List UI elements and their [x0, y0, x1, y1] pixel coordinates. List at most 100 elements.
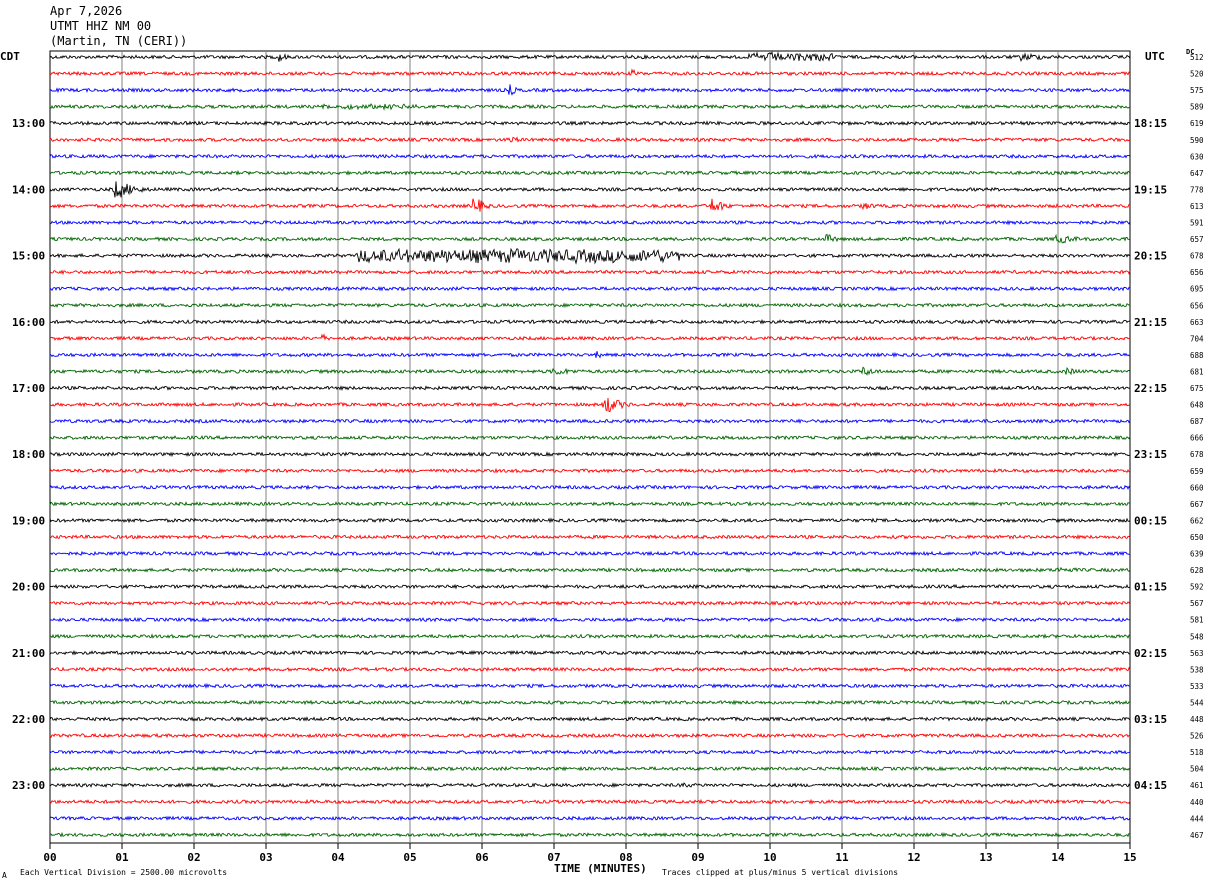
x-tick-label: 15	[1123, 851, 1136, 864]
seismic-trace	[49, 219, 1131, 226]
left-hour-label: 14:00	[12, 183, 45, 196]
seismic-trace	[49, 233, 1131, 244]
seismic-trace	[49, 51, 1131, 62]
header-location: (Martin, TN (CERI))	[50, 34, 188, 48]
x-tick-label: 09	[691, 851, 704, 864]
seismic-trace	[49, 169, 1131, 176]
x-tick-label: 14	[1051, 851, 1065, 864]
clip-note: Traces clipped at plus/minus 5 vertical …	[662, 868, 899, 877]
seismic-trace	[49, 120, 1131, 127]
dc-offset-label: 639	[1190, 550, 1204, 559]
left-hour-label: 18:00	[12, 448, 45, 461]
dc-offset-label: 662	[1190, 516, 1204, 525]
dc-offset-label: 628	[1190, 566, 1204, 575]
seismic-trace	[49, 798, 1131, 805]
x-tick-label: 04	[331, 851, 345, 864]
right-hour-label: 18:15	[1134, 117, 1167, 130]
seismic-trace	[49, 198, 1131, 212]
seismic-trace	[49, 68, 1131, 77]
dc-offset-label: 533	[1190, 682, 1204, 691]
seismic-trace	[49, 181, 1131, 198]
seismic-trace	[49, 434, 1131, 441]
seismic-trace	[49, 484, 1131, 491]
corner-mark: A	[2, 871, 7, 880]
dc-offset-label: 613	[1190, 202, 1204, 211]
x-tick-label: 10	[763, 851, 776, 864]
seismic-trace	[49, 550, 1131, 557]
right-hour-label: 20:15	[1134, 250, 1167, 263]
dc-offset-label: 526	[1190, 732, 1204, 741]
dc-offset-label: 663	[1190, 318, 1204, 327]
dc-offset-label: 590	[1190, 136, 1204, 145]
dc-offset-label: 778	[1190, 185, 1204, 194]
scale-note: Each Vertical Division = 2500.00 microvo…	[20, 868, 228, 877]
seismic-trace	[49, 385, 1131, 391]
dc-offset-label: 544	[1190, 698, 1204, 707]
dc-offset-label: 581	[1190, 616, 1204, 625]
left-hour-label: 17:00	[12, 382, 45, 395]
right-hour-label: 22:15	[1134, 382, 1167, 395]
right-timezone-label: UTC	[1145, 50, 1165, 63]
seismic-trace	[49, 732, 1130, 739]
dc-offset-label: 688	[1190, 351, 1204, 360]
seismic-trace	[49, 500, 1131, 507]
left-timezone-label: CDT	[0, 50, 20, 63]
dc-offset-label: 704	[1190, 334, 1204, 343]
seismic-trace	[49, 699, 1131, 706]
dc-offset-label: 444	[1190, 814, 1204, 823]
seismic-trace	[49, 600, 1131, 607]
dc-offset-label: 548	[1190, 632, 1204, 641]
dc-offset-label: 678	[1190, 450, 1204, 459]
seismic-trace	[49, 285, 1131, 292]
seismic-trace	[49, 418, 1131, 424]
right-hour-label: 02:15	[1134, 647, 1167, 660]
dc-offset-label: 589	[1190, 103, 1204, 112]
dc-offset-label: 592	[1190, 583, 1204, 592]
x-tick-label: 07	[547, 851, 560, 864]
seismic-trace	[49, 136, 1131, 143]
right-hour-label: 23:15	[1134, 448, 1167, 461]
seismic-trace	[49, 716, 1131, 723]
dc-offset-label: 695	[1190, 285, 1204, 294]
seismic-trace	[49, 153, 1131, 160]
dc-offset-label: 667	[1190, 500, 1204, 509]
dc-offset-label: 647	[1190, 169, 1204, 178]
seismic-trace	[49, 666, 1131, 673]
seismic-trace	[50, 318, 1131, 325]
dc-offset-label: 656	[1190, 268, 1204, 277]
dc-offset-label: 660	[1190, 483, 1204, 492]
x-tick-label: 13	[979, 851, 992, 864]
seismic-trace	[49, 269, 1131, 276]
seismic-trace	[49, 247, 1131, 265]
x-tick-label: 06	[475, 851, 489, 864]
right-hour-label: 04:15	[1134, 779, 1167, 792]
dc-offset-label: 467	[1190, 831, 1204, 840]
x-tick-label: 02	[187, 851, 200, 864]
right-hour-label: 03:15	[1134, 713, 1167, 726]
seismic-trace	[49, 831, 1131, 838]
right-hour-label: 00:15	[1134, 514, 1167, 527]
dc-offset-label: 520	[1190, 70, 1204, 79]
seismic-trace	[49, 583, 1130, 590]
seismic-trace	[49, 84, 1131, 96]
dc-offset-label: 657	[1190, 235, 1204, 244]
seismic-trace	[49, 649, 1131, 656]
seismic-trace	[49, 517, 1131, 524]
left-hour-label: 13:00	[12, 117, 45, 130]
seismic-trace	[49, 397, 1131, 413]
seismic-trace	[49, 616, 1131, 623]
dc-offset-label: 630	[1190, 152, 1204, 161]
seismic-trace	[49, 566, 1131, 574]
dc-offset-label: 650	[1190, 533, 1204, 542]
x-tick-label: 12	[907, 851, 920, 864]
dc-offset-label: 512	[1190, 53, 1204, 62]
seismic-trace	[49, 765, 1131, 772]
seismic-trace	[49, 451, 1130, 458]
seismic-trace	[49, 302, 1131, 309]
left-hour-label: 15:00	[12, 250, 45, 263]
dc-offset-label: 687	[1190, 417, 1204, 426]
dc-offset-label: 666	[1190, 434, 1204, 443]
dc-offset-label: 440	[1190, 798, 1204, 807]
x-tick-label: 08	[619, 851, 632, 864]
